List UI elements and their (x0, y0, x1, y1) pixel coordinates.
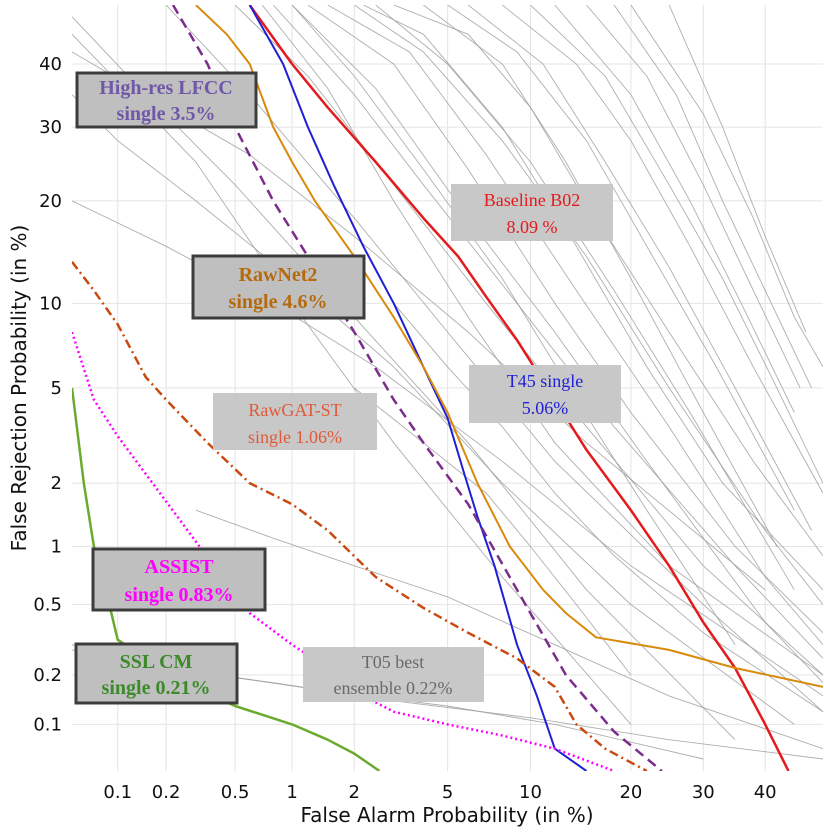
x-tick-label: 0.5 (221, 782, 250, 803)
background-curve (354, 5, 823, 605)
y-tick-label: 30 (39, 117, 62, 138)
x-tick-label: 0.2 (152, 782, 181, 803)
annotation-text: ASSIST (145, 556, 215, 578)
annotation-box (74, 642, 239, 705)
background-curve (307, 5, 823, 634)
annotation-text: SSL CM (120, 651, 193, 673)
background-curve (291, 5, 823, 684)
background-curve (234, 5, 823, 676)
annotation-box (91, 547, 267, 612)
annotation-text: single 3.5% (117, 103, 216, 125)
annotation-lfcc: High-res LFCC single 3.5% (75, 71, 258, 129)
annotation-text: single 0.83% (125, 584, 234, 606)
annotation-text: ensemble 0.22% (334, 678, 453, 698)
background-curve (354, 387, 632, 676)
annotation-text: RawGAT-ST (248, 400, 341, 420)
background-curve (195, 509, 823, 750)
background-curve (72, 94, 795, 725)
background-curve (291, 5, 736, 645)
annotation-text: Baseline B02 (484, 190, 581, 210)
background-curve (393, 303, 823, 713)
x-tick-label: 0.1 (103, 782, 132, 803)
background-curve (613, 5, 813, 389)
highlighted-curve (195, 5, 823, 688)
background-curve (586, 5, 801, 389)
annotation-box (191, 254, 366, 320)
annotation-box (451, 184, 613, 241)
x-tick-label: 2 (349, 782, 360, 803)
x-tick-label: 30 (692, 782, 715, 803)
annotation-text: single 1.06% (248, 427, 342, 447)
annotation-text: RawNet2 (239, 264, 318, 286)
y-tick-label: 0.2 (33, 665, 62, 686)
annotation-assist: ASSIST single 0.83% (91, 547, 267, 612)
annotation-text: T45 single (507, 371, 584, 391)
y-tick-label: 40 (39, 54, 62, 75)
y-tick-label: 20 (39, 191, 62, 212)
annotation-text: single 4.6% (229, 291, 328, 313)
background-curve (502, 5, 823, 494)
background-curve (530, 5, 823, 484)
background-curve (467, 5, 812, 531)
background-curve (327, 5, 823, 645)
background-curve (363, 5, 823, 591)
annotation-text: High-res LFCC (99, 77, 233, 99)
highlighted-curve (72, 331, 615, 771)
annotation-box (75, 71, 258, 129)
annotation-box (213, 393, 377, 450)
background-curve (447, 5, 795, 511)
background-curve (72, 200, 823, 697)
tick-labels: 0.1 0.2 0.5 1 2 5 10 20 30 40 0.1 0.2 0.5 1 2 5 10 20 30 40 (33, 54, 776, 803)
annotation-text: T05 best (362, 652, 425, 672)
y-tick-label: 0.1 (33, 714, 62, 735)
y-tick-label: 1 (51, 537, 62, 558)
x-tick-label: 40 (754, 782, 777, 803)
x-tick-label: 5 (442, 782, 453, 803)
annotation-text: single 0.21% (102, 677, 211, 699)
y-axis-title: False Rejection Probability (in %) (7, 225, 31, 552)
highlighted-curve (72, 261, 648, 771)
annotation-t05: T05 best ensemble 0.22% (303, 647, 484, 702)
annotation-text: 8.09 % (507, 217, 558, 237)
annotation-box (469, 365, 621, 423)
y-tick-label: 5 (51, 378, 62, 399)
y-tick-label: 0.5 (33, 595, 62, 616)
y-tick-label: 2 (51, 473, 62, 494)
highlighted-curve (248, 5, 588, 771)
annotations: High-res LFCC single 3.5% RawNet2 single 4.… (74, 71, 621, 705)
x-tick-label: 10 (519, 782, 542, 803)
annotation-rawgat: RawGAT-ST single 1.06% (213, 393, 377, 450)
annotation-sslcm: SSL CM single 0.21% (74, 642, 239, 705)
annotation-t45: T45 single 5.06% (469, 365, 621, 423)
background-curve (630, 5, 823, 368)
annotation-rawnet2: RawNet2 single 4.6% (191, 254, 366, 320)
annotation-box (303, 647, 484, 702)
background-curve (554, 5, 795, 413)
x-tick-label: 20 (619, 782, 642, 803)
x-axis-title: False Alarm Probability (in %) (300, 803, 593, 827)
annotation-text: 5.06% (522, 398, 569, 418)
y-tick-label: 10 (39, 293, 62, 314)
annotation-baseline: Baseline B02 8.09 % (451, 184, 613, 241)
background-curve (668, 5, 807, 333)
x-tick-label: 1 (286, 782, 297, 803)
